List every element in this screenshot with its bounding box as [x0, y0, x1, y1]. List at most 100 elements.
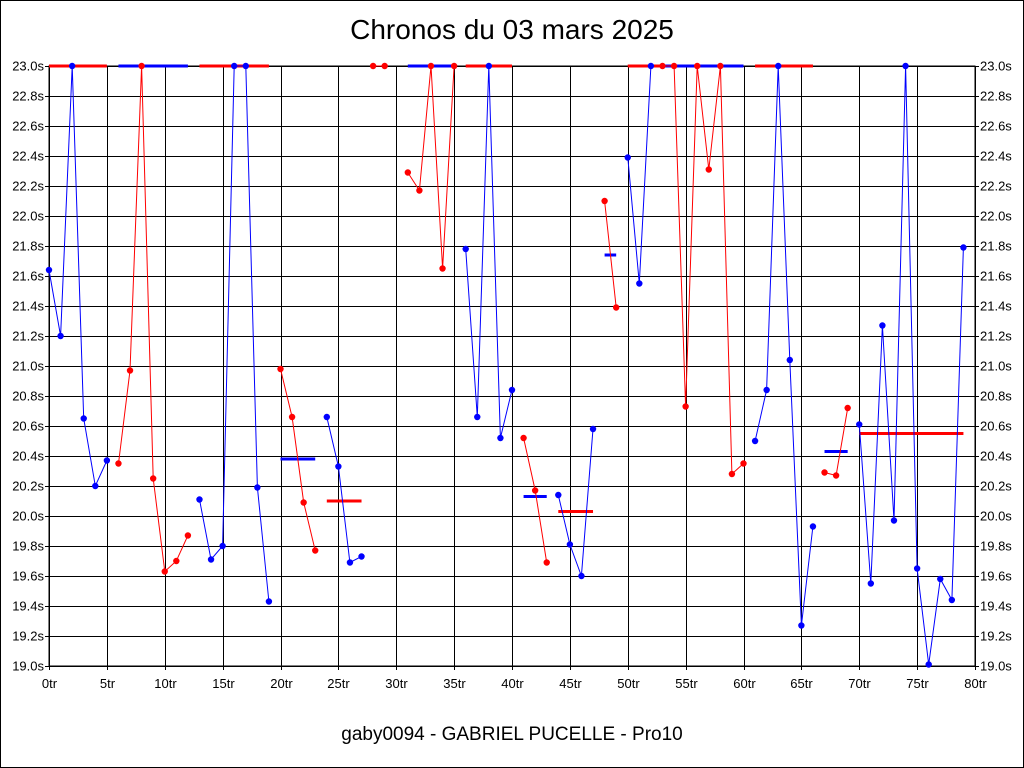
series-line — [627, 65, 652, 284]
y-tick-label-left: 22.4s — [12, 149, 44, 164]
y-tick-label-left: 21.8s — [12, 239, 44, 254]
data-point — [531, 487, 539, 494]
data-point — [705, 166, 712, 173]
y-tick-label-right: 20.2s — [980, 479, 1012, 494]
x-tick-label: 50tr — [617, 676, 640, 691]
y-tick-label-right: 22.8s — [980, 89, 1012, 104]
data-point — [161, 568, 168, 575]
y-tick-label-right: 21.6s — [980, 269, 1012, 284]
y-tick-label-right: 21.2s — [980, 329, 1012, 344]
y-tick-label-left: 21.6s — [12, 269, 44, 284]
y-tick-label-right: 20.0s — [980, 509, 1012, 524]
data-point — [902, 62, 909, 70]
data-point — [566, 541, 574, 548]
x-tick-label: 35tr — [443, 676, 466, 691]
data-point — [763, 386, 770, 394]
x-tick-label: 65tr — [790, 676, 813, 691]
data-point — [381, 62, 388, 70]
data-point — [960, 244, 967, 251]
data-point — [173, 557, 180, 565]
data-point — [277, 365, 284, 373]
series-line — [199, 65, 270, 602]
data-point — [497, 434, 504, 442]
y-tick-label-right: 22.4s — [980, 149, 1012, 164]
data-point — [265, 598, 273, 605]
y-tick-label-left: 19.0s — [12, 659, 44, 674]
y-tick-label-right: 19.8s — [980, 539, 1012, 554]
y-tick-labels: 19.0s 19.0s 19.2s 19.2s 19.4s 19.4s 19.6s 19.6s… — [12, 59, 1012, 674]
x-tick-label: 40tr — [501, 676, 524, 691]
series-line — [118, 65, 189, 573]
data-point — [694, 62, 701, 70]
y-tick-label-left: 20.4s — [12, 449, 44, 464]
data-point — [404, 169, 412, 176]
y-tick-label-left: 23.0s — [12, 59, 44, 74]
data-point — [92, 482, 99, 490]
x-tick-label: 75tr — [906, 676, 929, 691]
data-point — [184, 532, 192, 539]
y-tick-label-left: 19.2s — [12, 629, 44, 644]
x-tick-label: 45tr — [559, 676, 582, 691]
y-tick-label-right: 19.0s — [980, 659, 1012, 674]
data-point — [624, 154, 631, 161]
y-tick-label-right: 22.6s — [980, 119, 1012, 134]
data-point — [728, 470, 736, 478]
data-point — [462, 245, 469, 253]
y-tick-label-right: 21.0s — [980, 359, 1012, 374]
data-point — [775, 62, 782, 70]
data-point — [867, 580, 875, 587]
x-tick-label: 10tr — [154, 676, 177, 691]
data-point — [751, 437, 759, 445]
y-tick-label-left: 19.6s — [12, 569, 44, 584]
data-point — [508, 386, 516, 394]
data-point — [856, 421, 863, 428]
series-lines — [48, 65, 964, 665]
data-point — [948, 596, 956, 604]
data-point — [196, 496, 203, 503]
series-line — [280, 368, 316, 551]
x-tick-labels: 0tr 5tr 10tr 15tr 20tr 25tr 30tr 35tr 40tr 45tr 50… — [42, 676, 987, 691]
data-point — [543, 559, 550, 566]
y-tick-label-left: 21.2s — [12, 329, 44, 344]
y-tick-label-left: 22.2s — [12, 179, 44, 194]
x-tick-label: 60tr — [733, 676, 756, 691]
data-point — [589, 425, 597, 433]
y-tick-label-right: 21.8s — [980, 239, 1012, 254]
data-point — [323, 413, 330, 421]
series-line — [662, 65, 744, 476]
data-point — [809, 523, 817, 530]
data-point — [578, 572, 585, 580]
data-point — [219, 542, 226, 550]
x-tick-label: 30tr — [385, 676, 408, 691]
data-point — [138, 62, 145, 70]
data-point — [647, 62, 655, 70]
data-point — [555, 491, 562, 499]
y-tick-label-right: 19.4s — [980, 599, 1012, 614]
data-point — [68, 62, 76, 70]
data-point — [312, 547, 319, 554]
x-tick-label: 80tr — [964, 676, 987, 691]
data-point — [439, 265, 446, 272]
x-tick-label: 15tr — [212, 676, 235, 691]
x-tick-label: 5tr — [100, 676, 116, 691]
data-point — [80, 415, 87, 422]
data-point — [126, 367, 134, 374]
y-tick-label-right: 23.0s — [980, 59, 1012, 74]
series-line — [465, 65, 513, 439]
data-point — [474, 413, 481, 421]
series-line — [557, 428, 594, 577]
data-point — [115, 460, 122, 467]
grid-layer — [45, 65, 979, 670]
series-line — [48, 65, 108, 488]
y-tick-label-left: 20.8s — [12, 389, 44, 404]
data-point — [242, 62, 249, 70]
y-tick-label-left: 21.4s — [12, 299, 44, 314]
y-tick-label-left: 21.0s — [12, 359, 44, 374]
y-tick-label-left: 22.8s — [12, 89, 44, 104]
data-point — [913, 565, 921, 572]
data-point — [45, 266, 53, 274]
data-point — [717, 62, 724, 70]
y-tick-label-left: 22.0s — [12, 209, 44, 224]
y-tick-label-right: 19.2s — [980, 629, 1012, 644]
y-tick-label-left: 19.8s — [12, 539, 44, 554]
